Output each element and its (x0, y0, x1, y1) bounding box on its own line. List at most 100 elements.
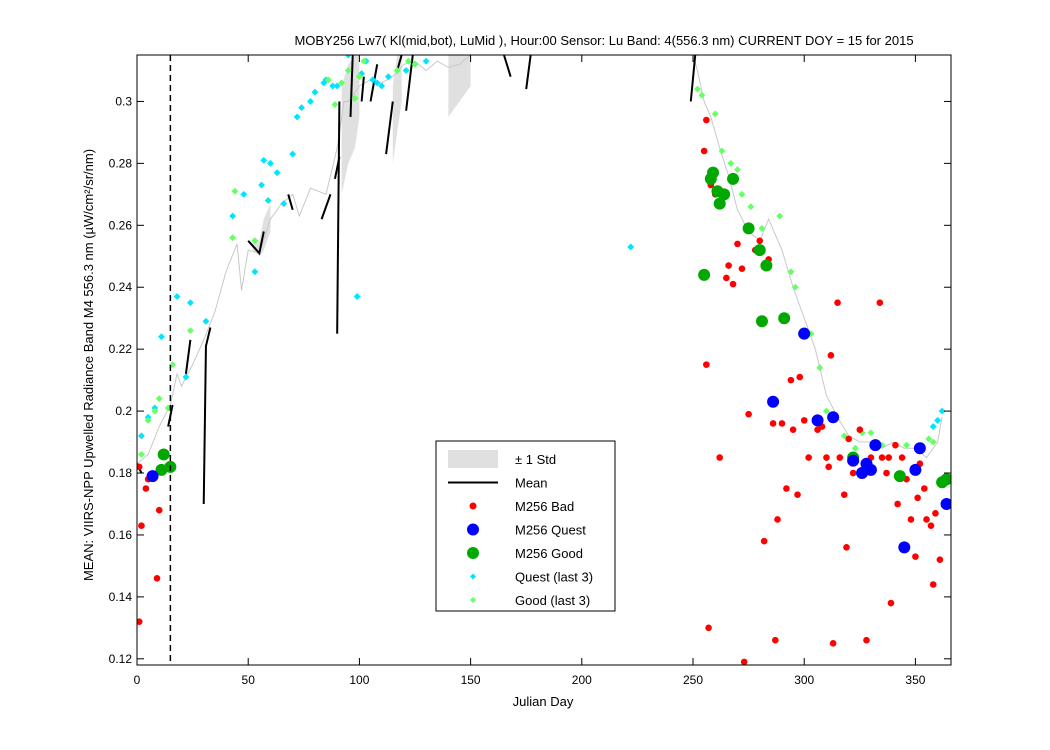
quest-last3-point-38 (627, 243, 635, 251)
std-band-2 (392, 55, 402, 164)
mean-segment-4 (247, 231, 265, 256)
bad-point-30 (787, 376, 795, 384)
bad-point-69 (927, 522, 935, 529)
good-point-14 (778, 312, 791, 325)
quest-last3-point-4 (173, 292, 181, 301)
thin-trace-line (137, 55, 943, 465)
good-last3-point-24 (727, 159, 735, 167)
bad-point-41 (829, 640, 837, 647)
good-last3-point-31 (791, 283, 799, 291)
mean-segment-5 (287, 194, 294, 211)
quest-last3-point-27 (353, 292, 361, 301)
good-last3-point-18 (404, 57, 412, 65)
quest-last3-point-11 (257, 181, 266, 189)
legend-symbol-good (467, 547, 479, 559)
quest-last3-point-10 (251, 268, 259, 276)
good-last3-point-44 (929, 438, 937, 446)
good-last3-point-35 (840, 432, 848, 440)
bad-point-1 (137, 618, 143, 625)
good-last3-point-1 (144, 416, 152, 424)
good-last3-point-14 (351, 94, 359, 102)
quest-point-2 (798, 327, 811, 340)
bad-point-18 (738, 265, 746, 272)
bad-point-3 (142, 485, 150, 492)
chart-title: MOBY256 Lw7( Kl(mid,bot), LuMid ), Hour:… (294, 33, 913, 48)
legend-label-3: M256 Quest (515, 523, 586, 538)
good-point-3 (698, 268, 711, 281)
x-tick-label-1: 50 (242, 673, 256, 687)
good-last3-point-34 (822, 407, 831, 415)
bad-point-67 (921, 485, 928, 492)
quest-point-1 (767, 395, 780, 408)
mean-segment-10 (360, 76, 365, 102)
bad-point-59 (892, 441, 899, 449)
legend-symbol-bad (469, 502, 477, 510)
good-last3-point-17 (393, 66, 401, 75)
quest-last3-point-7 (202, 317, 210, 325)
bad-point-27 (774, 516, 781, 523)
y-tick-label-8: 0.28 (109, 156, 133, 170)
bad-point-46 (845, 435, 852, 443)
legend-label-5: Quest (last 3) (515, 570, 593, 585)
good-last3-point-13 (344, 66, 352, 75)
bad-point-39 (825, 463, 832, 471)
mean-segment-8 (336, 101, 341, 334)
quest-last3-point-30 (369, 76, 377, 84)
bad-point-17 (734, 240, 741, 248)
bad-point-63 (907, 516, 915, 523)
good-last3-point-28 (758, 224, 766, 232)
good-last3-point-9 (251, 237, 259, 245)
legend-symbol-quest-last3 (470, 573, 476, 580)
good-last3-point-23 (718, 147, 726, 155)
good-last3-point-20 (693, 85, 702, 93)
quest-point-10 (898, 541, 911, 554)
bad-point-35 (805, 454, 812, 461)
good-last3-point-11 (331, 100, 339, 109)
quest-point-12 (913, 442, 926, 455)
legend-symbol-std (448, 450, 498, 468)
quest-last3-point-33 (384, 73, 392, 81)
mean-segment-12 (385, 101, 394, 155)
good-point-1 (157, 448, 170, 461)
bad-point-33 (796, 373, 804, 381)
bad-point-49 (856, 426, 864, 433)
good-last3-point-43 (925, 435, 933, 443)
y-tick-label-7: 0.26 (109, 218, 133, 232)
quest-last3-point-32 (378, 82, 386, 90)
y-tick-label-5: 0.22 (109, 342, 133, 356)
quest-last3-point-9 (240, 190, 248, 198)
good-last3-point-12 (338, 79, 346, 87)
bad-point-28 (778, 420, 786, 427)
quest-last3-point-35 (402, 66, 410, 75)
quest-last3-point-26 (344, 55, 352, 59)
y-axis-label: MEAN: VIIRS-NPP Upwelled Radiance Band M… (81, 149, 96, 581)
good-last3-point-26 (738, 190, 746, 198)
quest-point-5 (847, 454, 860, 467)
x-axis-label: Julian Day (513, 694, 574, 709)
plot-frame (136, 54, 952, 666)
bad-point-10 (703, 116, 710, 124)
bad-point-15 (725, 262, 732, 269)
quest-point-4 (827, 411, 840, 424)
quest-last3-point-31 (373, 79, 381, 87)
bad-point-56 (883, 469, 890, 477)
bad-point-9 (705, 624, 712, 632)
x-tick-label-3: 150 (461, 673, 481, 687)
good-last3-point-3 (155, 395, 163, 403)
quest-last3-point-6 (186, 299, 194, 307)
x-tick-label-2: 100 (349, 673, 369, 687)
bad-point-42 (834, 299, 841, 307)
bad-point-64 (912, 553, 919, 560)
bad-point-32 (794, 491, 801, 498)
y-tick-label-1: 0.14 (109, 590, 133, 604)
quest-last3-point-19 (298, 104, 306, 112)
y-tick-label-0: 0.12 (109, 652, 133, 666)
quest-point-9 (869, 439, 882, 452)
std-band-1 (341, 55, 360, 195)
bad-point-45 (843, 544, 850, 551)
bad-point-38 (823, 454, 830, 461)
bad-point-16 (729, 280, 737, 288)
mean-segment-3 (202, 327, 212, 504)
bad-point-29 (783, 485, 790, 492)
